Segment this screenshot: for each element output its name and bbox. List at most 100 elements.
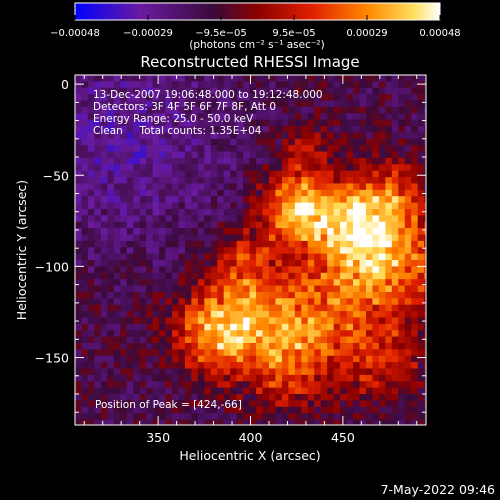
heatmap-cell	[268, 400, 277, 408]
heatmap-cell	[327, 400, 335, 408]
heatmap-cell	[236, 164, 244, 172]
heatmap-cell	[159, 279, 167, 287]
heatmap-cell	[268, 177, 277, 185]
heatmap-cell	[120, 426, 127, 433]
heatmap-cell	[126, 253, 134, 261]
heatmap-cell	[411, 138, 419, 146]
heatmap-cell	[210, 362, 218, 370]
heatmap-cell	[139, 330, 147, 338]
heatmap-cell	[159, 323, 167, 331]
heatmap-cell	[159, 94, 167, 102]
heatmap-cell	[365, 94, 374, 102]
heatmap-cell	[81, 426, 88, 433]
heatmap-cell	[294, 260, 302, 268]
heatmap-cell	[417, 247, 425, 255]
heatmap-cell	[320, 362, 328, 370]
heatmap-cell	[139, 132, 147, 140]
heatmap-cell	[424, 145, 426, 153]
heatmap-cell	[262, 247, 270, 255]
heatmap-cell	[294, 291, 302, 299]
heatmap-cell	[262, 253, 270, 261]
heatmap-cell	[417, 374, 425, 382]
heatmap-cell	[385, 183, 393, 191]
heatmap-cell	[165, 228, 173, 236]
heatmap-cell	[256, 240, 264, 248]
heatmap-cell	[210, 355, 218, 363]
heatmap-cell	[417, 100, 425, 108]
heatmap-cell	[210, 291, 218, 299]
heatmap-cell	[178, 419, 186, 425]
heatmap-cell	[113, 196, 121, 204]
heatmap-cell	[75, 323, 83, 331]
heatmap-cell	[301, 221, 309, 229]
heatmap-cell	[159, 291, 167, 299]
heatmap-cell	[230, 164, 238, 172]
heatmap-cell	[243, 368, 251, 376]
heatmap-cell	[120, 374, 128, 382]
heatmap-cell	[340, 272, 348, 280]
heatmap-cell	[398, 368, 406, 376]
heatmap-cell	[314, 381, 322, 389]
heatmap-cell	[107, 406, 115, 414]
heatmap-cell	[256, 126, 264, 134]
heatmap-cell	[152, 240, 160, 248]
heatmap-cell	[230, 355, 238, 363]
heatmap-cell	[146, 157, 154, 165]
heatmap-cell	[100, 285, 108, 293]
heatmap-cell	[139, 247, 147, 255]
heatmap-cell	[100, 419, 108, 425]
heatmap-cell	[385, 215, 393, 223]
heatmap-cell	[320, 368, 328, 376]
heatmap-cell	[404, 228, 412, 236]
heatmap-cell	[391, 119, 399, 127]
heatmap-cell	[353, 126, 361, 134]
heatmap-cell	[275, 234, 283, 242]
heatmap-cell	[256, 406, 264, 414]
heatmap-cell	[139, 100, 147, 108]
heatmap-cell	[327, 215, 335, 223]
heatmap-cell	[126, 177, 134, 185]
heatmap-cell	[256, 266, 264, 274]
heatmap-cell	[94, 164, 102, 172]
heatmap-cell	[372, 266, 380, 274]
heatmap-cell	[191, 323, 199, 331]
heatmap-cell	[359, 164, 367, 172]
heatmap-cell	[113, 355, 121, 363]
x-tick-label: 450	[331, 430, 355, 445]
heatmap-cell	[100, 164, 108, 172]
heatmap-cell	[385, 394, 393, 401]
heatmap-cell	[256, 75, 264, 82]
heatmap-cell	[288, 368, 296, 376]
heatmap-cell	[107, 413, 115, 421]
heatmap-cell	[94, 394, 102, 401]
heatmap-image	[75, 75, 426, 433]
heatmap-cell	[204, 215, 212, 223]
heatmap-cell	[404, 151, 412, 159]
heatmap-cell	[378, 304, 386, 312]
heatmap-cell	[320, 151, 328, 159]
heatmap-cell	[256, 132, 264, 140]
heatmap-cell	[340, 145, 348, 153]
heatmap-cell	[353, 138, 361, 146]
heatmap-cell	[94, 387, 102, 395]
colorbar-tick-label: −9.5e−05	[195, 28, 247, 39]
heatmap-cell	[113, 330, 121, 338]
heatmap-cell	[100, 336, 108, 344]
heatmap-cell	[159, 406, 167, 414]
heatmap-cell	[372, 106, 380, 114]
heatmap-cell	[107, 119, 115, 127]
heatmap-cell	[75, 183, 83, 191]
heatmap-cell	[288, 234, 296, 242]
heatmap-cell	[281, 215, 289, 223]
heatmap-cell	[365, 100, 374, 108]
heatmap-cell	[223, 304, 231, 312]
heatmap-cell	[139, 304, 147, 312]
heatmap-cell	[113, 317, 121, 325]
heatmap-cell	[307, 419, 315, 425]
heatmap-cell	[94, 291, 102, 299]
heatmap-cell	[320, 349, 328, 357]
heatmap-cell	[249, 247, 257, 255]
heatmap-cell	[333, 349, 341, 357]
heatmap-cell	[268, 240, 277, 248]
heatmap-cell	[353, 394, 361, 401]
